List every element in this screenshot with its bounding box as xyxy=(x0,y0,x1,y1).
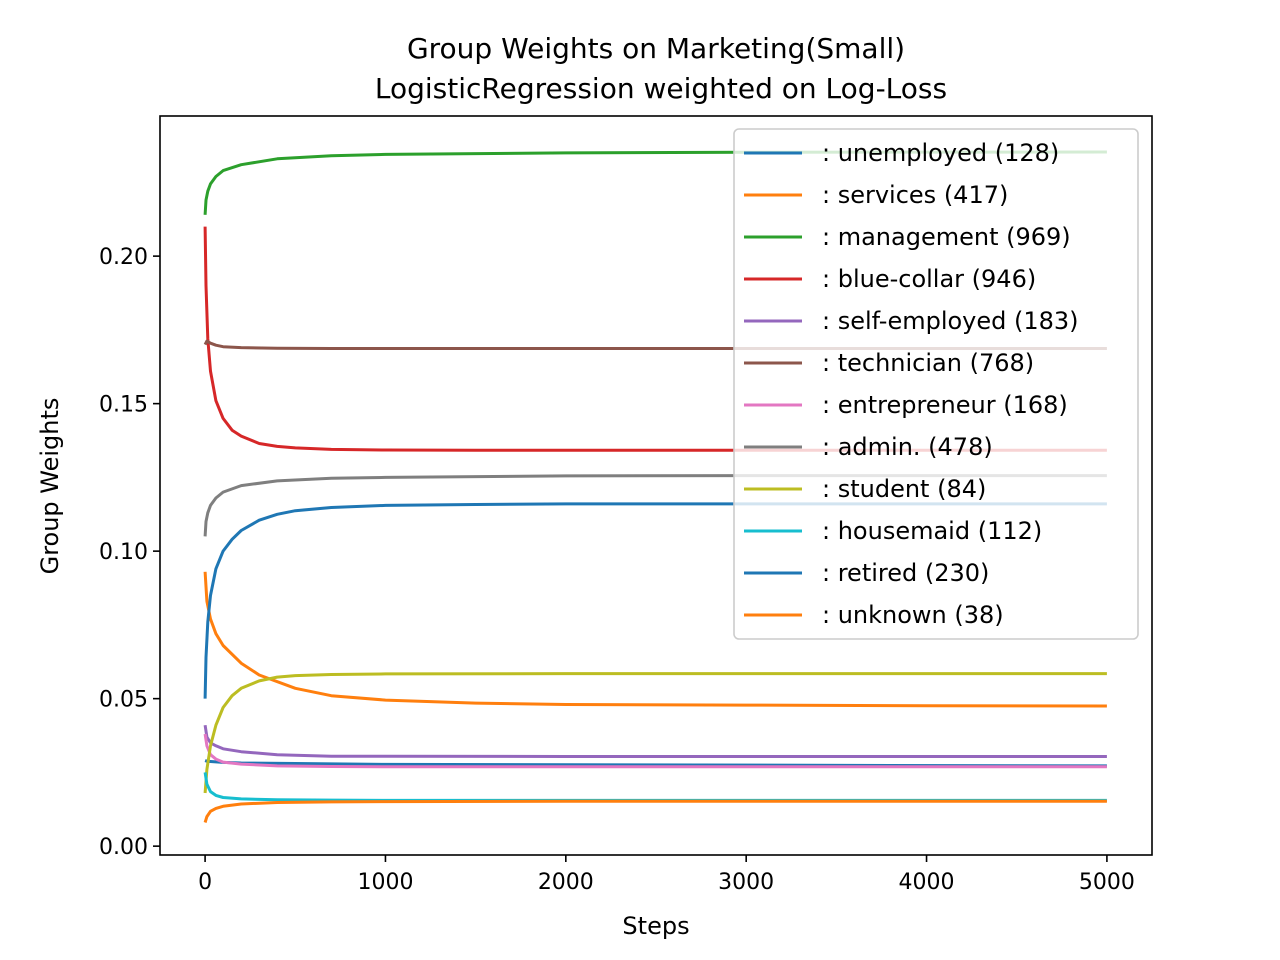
y-tick-label: 0.05 xyxy=(99,688,148,713)
series-line-10 xyxy=(203,502,1107,699)
legend-label: : retired (230) xyxy=(822,559,989,587)
series-line-2 xyxy=(203,150,1107,215)
legend-label: : management (969) xyxy=(822,223,1071,251)
y-tick-label: 0.10 xyxy=(99,540,148,565)
y-tick-label: 0.00 xyxy=(99,835,148,860)
series-line-9 xyxy=(203,772,1107,802)
y-axis: 0.00 0.05 0.10 0.15 0.20 xyxy=(99,245,160,860)
legend-label: : unknown (38) xyxy=(822,601,1004,629)
x-tick-label: 5000 xyxy=(1079,870,1135,895)
legend-label: : unemployed (128) xyxy=(822,139,1059,167)
x-tick-label: 1000 xyxy=(357,870,413,895)
y-tick-label: 0.20 xyxy=(99,245,148,270)
series-line-6 xyxy=(203,733,1107,769)
series-line-4 xyxy=(203,724,1107,758)
series-line-7 xyxy=(203,474,1107,537)
chart-title: Group Weights on Marketing(Small) xyxy=(407,32,905,65)
x-tick-label: 3000 xyxy=(718,870,774,895)
series-line-11 xyxy=(203,799,1107,823)
series-line-3 xyxy=(203,226,1107,452)
series-line-8 xyxy=(203,672,1107,794)
series-lines xyxy=(203,150,1107,823)
x-tick-label: 2000 xyxy=(538,870,594,895)
legend-label: : blue-collar (946) xyxy=(822,265,1036,293)
legend-label: : self-employed (183) xyxy=(822,307,1079,335)
chart-subtitle: LogisticRegression weighted on Log-Loss xyxy=(375,72,947,105)
series-line-5 xyxy=(203,339,1107,350)
x-tick-label: 0 xyxy=(198,870,212,895)
x-tick-label: 4000 xyxy=(899,870,955,895)
legend-label: : entrepreneur (168) xyxy=(822,391,1068,419)
y-axis-label: Group Weights xyxy=(36,398,64,575)
legend-label: : student (84) xyxy=(822,475,986,503)
y-tick-label: 0.15 xyxy=(99,393,148,418)
legend-label: : services (417) xyxy=(822,181,1008,209)
legend-box xyxy=(733,128,1139,640)
series-line-1 xyxy=(203,571,1107,708)
legend-label: : technician (768) xyxy=(822,349,1034,377)
plot-frame xyxy=(159,115,1153,856)
legend: : unemployed (128) : services (417) : mana… xyxy=(733,128,1139,640)
x-axis-label: Steps xyxy=(622,912,689,940)
x-axis: 0 1000 2000 3000 4000 5000 xyxy=(198,855,1135,895)
legend-label: : admin. (478) xyxy=(822,433,993,461)
legend-label: : housemaid (112) xyxy=(822,517,1042,545)
